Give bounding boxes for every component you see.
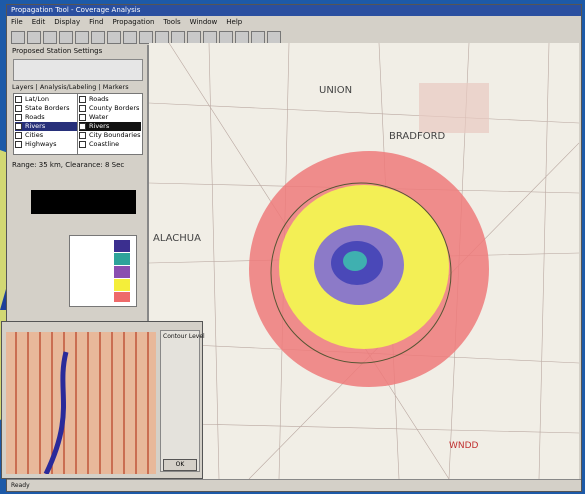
map[interactable]: UNION BRADFORD ALACHUA WNDD — [149, 43, 579, 479]
layer-item[interactable]: Lat/Lon — [15, 95, 77, 104]
panel-title: Proposed Station Settings — [12, 47, 103, 55]
title-bar: Propagation Tool - Coverage Analysis — [7, 5, 581, 16]
legend-swatch — [114, 292, 130, 302]
ok-button[interactable]: OK — [163, 459, 197, 471]
map-label: ALACHUA — [153, 233, 201, 244]
map-label: WNDD — [449, 441, 479, 451]
tool-button[interactable] — [107, 31, 121, 44]
legend-swatch — [114, 240, 130, 252]
layer-item[interactable]: State Borders — [15, 104, 77, 113]
layer-list: Lat/Lon State Borders Roads Rivers Citie… — [13, 93, 79, 155]
map-label: UNION — [319, 85, 352, 96]
menu-item[interactable]: Tools — [163, 18, 181, 26]
menu-item[interactable]: Help — [226, 18, 243, 26]
menu-item[interactable]: File — [11, 18, 23, 26]
tab[interactable]: Analysis/Labeling — [39, 83, 97, 91]
tool-button[interactable] — [11, 31, 25, 44]
menu-item[interactable]: Find — [89, 18, 104, 26]
tool-button[interactable] — [43, 31, 57, 44]
layer-item[interactable]: Rivers — [79, 122, 141, 131]
legend — [69, 235, 137, 307]
tab[interactable]: Layers — [12, 83, 34, 91]
menu-item[interactable]: Display — [54, 18, 81, 26]
tool-button[interactable] — [139, 31, 153, 44]
tool-button[interactable] — [75, 31, 89, 44]
dialog-title: Contour Level — [163, 333, 205, 340]
layer-item[interactable]: Rivers — [15, 122, 77, 131]
range-info: Range: 35 km, Clearance: 8 Sec — [12, 161, 125, 169]
layer-list: Roads County Borders Water Rivers City B… — [77, 93, 143, 155]
status-bar: Ready — [7, 479, 581, 490]
inset-river — [43, 351, 69, 474]
tabs: Layers | Analysis/Labeling | Markers — [12, 83, 129, 91]
layer-item[interactable]: Roads — [79, 95, 141, 104]
layer-item[interactable]: Cities — [15, 131, 77, 140]
legend-swatch — [114, 253, 130, 265]
settings-fields[interactable] — [13, 59, 143, 81]
tool-button[interactable] — [27, 31, 41, 44]
contour — [343, 251, 367, 271]
menu-bar: File Edit Display Find Propagation Tools Windo… — [11, 18, 251, 26]
county-area — [419, 83, 489, 133]
contour-dialog: Contour Level OK — [160, 330, 205, 472]
range-ring — [270, 182, 452, 364]
legend-swatch — [114, 279, 130, 291]
inset-map — [6, 332, 156, 474]
menu-item[interactable]: Propagation — [112, 18, 155, 26]
legend-swatch — [114, 266, 130, 278]
tab[interactable]: Markers — [102, 83, 129, 91]
preview-box — [31, 190, 136, 214]
inset-window: Contour Level OK — [1, 321, 205, 479]
layer-item[interactable]: Highways — [15, 140, 77, 149]
layer-item[interactable]: Water — [79, 113, 141, 122]
inset-background — [6, 332, 156, 474]
toolbar — [11, 29, 283, 48]
layer-item[interactable]: City Boundaries — [79, 131, 141, 140]
map-label: BRADFORD — [389, 131, 446, 142]
menu-item[interactable]: Edit — [31, 18, 46, 26]
layer-item[interactable]: Coastline — [79, 140, 141, 149]
menu-item[interactable]: Window — [189, 18, 218, 26]
app-window: Propagation Tool - Coverage Analysis Fil… — [1, 4, 582, 492]
layer-item[interactable]: Roads — [15, 113, 77, 122]
tool-button[interactable] — [123, 31, 137, 44]
tool-button[interactable] — [91, 31, 105, 44]
coverage-contours — [249, 151, 489, 387]
layer-item[interactable]: County Borders — [79, 104, 141, 113]
tool-button[interactable] — [59, 31, 73, 44]
